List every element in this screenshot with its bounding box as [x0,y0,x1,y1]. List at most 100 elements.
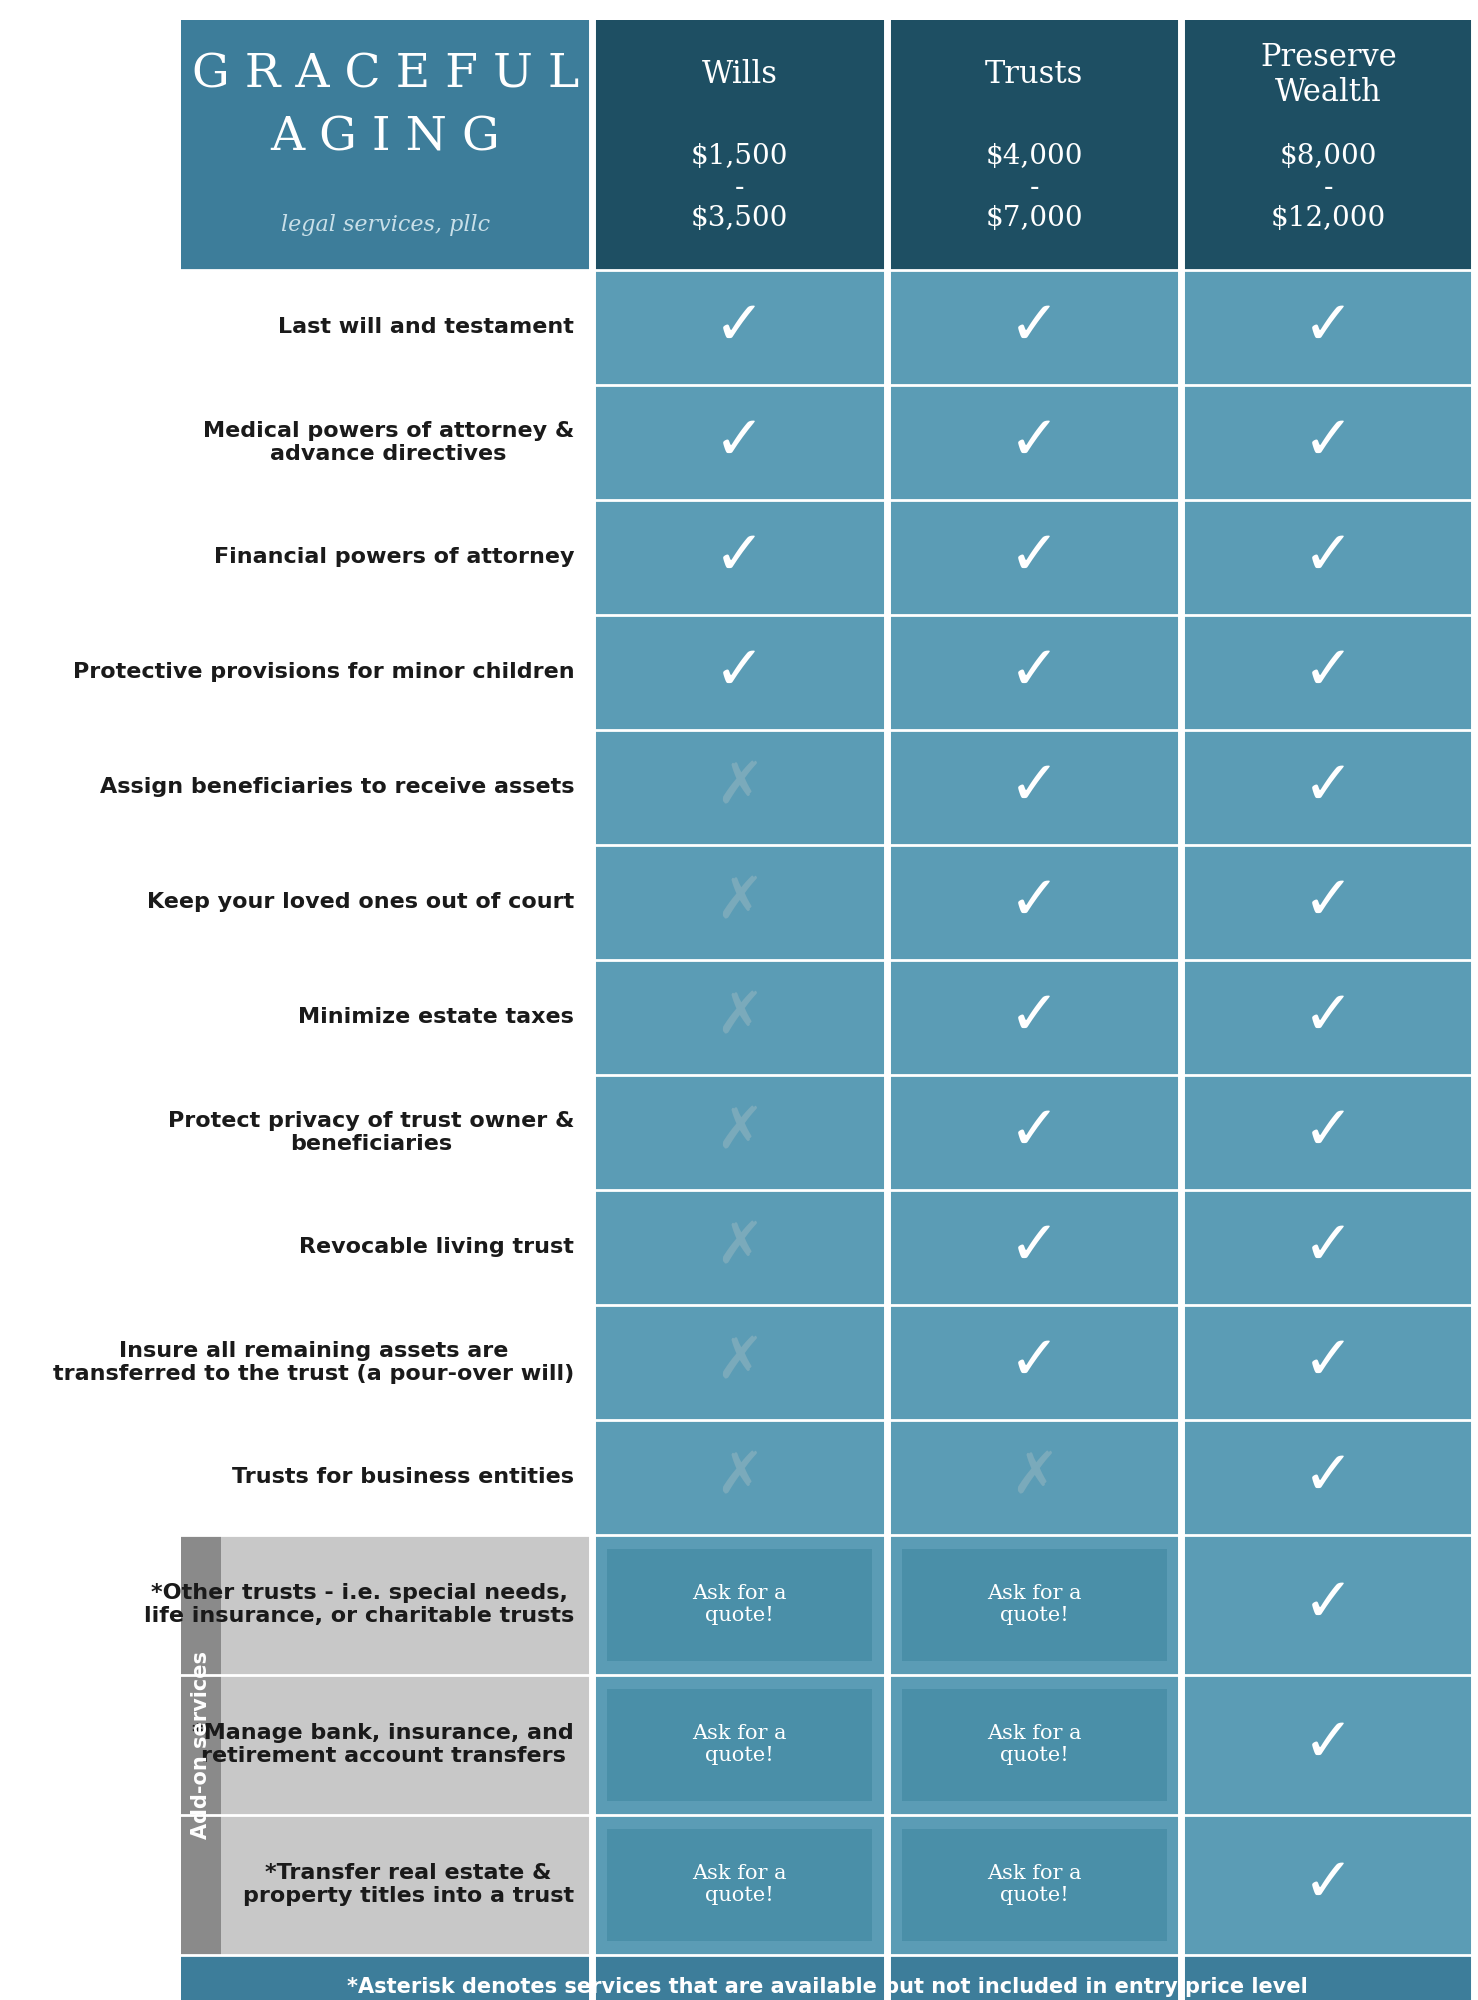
Text: ✓: ✓ [1008,758,1060,816]
Text: *Manage bank, insurance, and
retirement account transfers: *Manage bank, insurance, and retirement … [192,1724,573,1766]
Text: ✓: ✓ [1008,988,1060,1046]
Bar [607,1688,872,1800]
Text: ✗: ✗ [1009,1448,1058,1506]
Bar [180,960,590,1074]
Text: ✓: ✓ [1008,1332,1060,1392]
Text: $8,000
-
$12,000: $8,000 - $12,000 [1271,142,1386,232]
Bar [890,270,1179,384]
Text: ✓: ✓ [1304,528,1354,586]
Bar [890,384,1179,500]
Bar [180,1954,1474,2000]
Text: Minimize estate taxes: Minimize estate taxes [299,1008,573,1028]
Bar [1184,270,1474,384]
Text: ✓: ✓ [1304,642,1354,702]
Bar [180,384,590,500]
Text: Trusts: Trusts [984,60,1083,90]
Bar [180,1534,222,1954]
Text: ✓: ✓ [1304,298,1354,356]
Bar [594,1420,885,1534]
Text: ✓: ✓ [714,412,766,472]
Text: Preserve
Wealth: Preserve Wealth [1261,42,1397,108]
Bar [594,730,885,844]
Text: *Transfer real estate &
property titles into a trust: *Transfer real estate & property titles … [242,1864,573,1906]
Text: Ask for a
quote!: Ask for a quote! [692,1584,786,1626]
Bar [180,270,590,384]
Bar [890,1074,1179,1190]
Text: ✗: ✗ [715,988,764,1046]
Text: Medical powers of attorney &
advance directives: Medical powers of attorney & advance dir… [202,420,573,464]
Bar [594,1674,885,1814]
Text: Ask for a
quote!: Ask for a quote! [987,1864,1082,1906]
Text: ✓: ✓ [1304,758,1354,816]
Text: ✗: ✗ [715,1448,764,1506]
Text: ✓: ✓ [1304,1102,1354,1162]
Bar [180,614,590,730]
Bar [1184,614,1474,730]
Bar [1184,384,1474,500]
Text: ✗: ✗ [715,1104,764,1160]
Text: G R A C E F U L: G R A C E F U L [192,52,579,98]
Text: legal services, pllc: legal services, pllc [281,214,491,236]
Bar [1184,1534,1474,1674]
Text: ✓: ✓ [1304,872,1354,932]
Text: ✓: ✓ [1304,988,1354,1046]
Text: ✗: ✗ [715,1334,764,1390]
Text: Insure all remaining assets are
transferred to the trust (a pour-over will): Insure all remaining assets are transfer… [53,1340,573,1384]
Bar [594,1814,885,1954]
Text: ✓: ✓ [1008,528,1060,586]
Bar [594,844,885,960]
Bar [1184,730,1474,844]
Bar [594,1534,885,1674]
Bar [222,1814,590,1954]
Text: ✓: ✓ [1304,1716,1354,1774]
Bar [890,500,1179,614]
Text: Ask for a
quote!: Ask for a quote! [987,1724,1082,1766]
Text: ✓: ✓ [1008,642,1060,702]
Bar [607,1828,872,1940]
Bar [180,1074,590,1190]
Text: ✓: ✓ [1304,412,1354,472]
Text: Keep your loved ones out of court: Keep your loved ones out of court [146,892,573,912]
Bar [1184,20,1474,270]
Text: ✓: ✓ [1304,1218,1354,1276]
Bar [180,500,590,614]
Bar [902,1548,1166,1660]
Bar [902,1828,1166,1940]
Bar [1184,1304,1474,1420]
Text: *Asterisk denotes services that are available but not included in entry price le: *Asterisk denotes services that are avai… [347,1978,1308,1998]
Text: ✓: ✓ [1008,412,1060,472]
Text: $1,500
-
$3,500: $1,500 - $3,500 [690,142,788,232]
Text: ✗: ✗ [715,758,764,816]
Bar [1184,1074,1474,1190]
Text: Ask for a
quote!: Ask for a quote! [692,1724,786,1766]
Text: Assign beneficiaries to receive assets: Assign beneficiaries to receive assets [99,778,573,798]
Bar [594,1074,885,1190]
Text: Wills: Wills [702,60,777,90]
Bar [594,270,885,384]
Text: Ask for a
quote!: Ask for a quote! [692,1864,786,1906]
Text: ✓: ✓ [1008,1218,1060,1276]
Bar [594,20,885,270]
Bar [222,1674,590,1814]
Bar [1184,960,1474,1074]
Text: Add-on services: Add-on services [191,1650,211,1838]
Bar [1184,1190,1474,1304]
Bar [890,1190,1179,1304]
Text: ✓: ✓ [714,642,766,702]
Bar [594,500,885,614]
Bar [890,1534,1179,1674]
Text: ✓: ✓ [1008,872,1060,932]
Bar [180,20,590,270]
Text: Last will and testament: Last will and testament [278,318,573,338]
Bar [890,960,1179,1074]
Text: Revocable living trust: Revocable living trust [300,1238,573,1258]
Bar [902,1688,1166,1800]
Bar [180,844,590,960]
Bar [607,1548,872,1660]
Text: ✗: ✗ [715,1218,764,1276]
Bar [180,730,590,844]
Bar [890,20,1179,270]
Text: Financial powers of attorney: Financial powers of attorney [214,548,573,568]
Bar [222,1534,590,1674]
Bar [890,1814,1179,1954]
